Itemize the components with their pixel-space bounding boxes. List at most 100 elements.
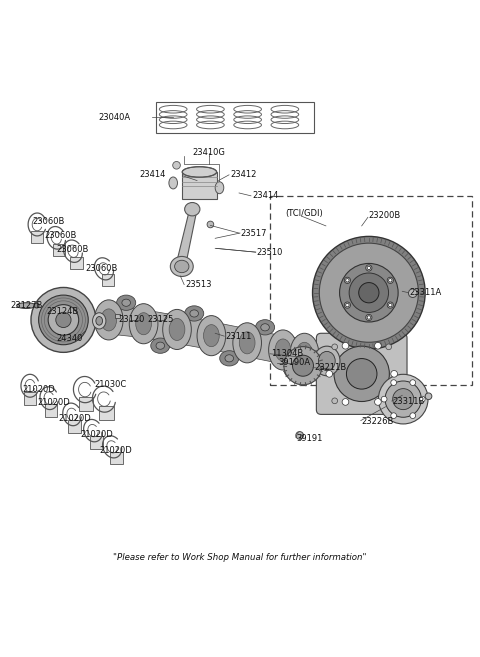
Circle shape [296,432,303,440]
Ellipse shape [175,260,189,273]
FancyBboxPatch shape [110,452,122,464]
Text: 23040A: 23040A [98,112,130,122]
Circle shape [292,355,313,376]
Text: 23513: 23513 [185,280,212,289]
Ellipse shape [233,323,262,363]
Ellipse shape [269,330,297,370]
Ellipse shape [169,319,185,340]
Polygon shape [177,315,211,350]
Circle shape [425,393,432,399]
Circle shape [366,315,372,321]
Ellipse shape [297,342,312,365]
Circle shape [391,413,396,419]
Circle shape [389,304,392,307]
Ellipse shape [34,304,39,308]
Circle shape [393,389,414,409]
Polygon shape [109,306,144,338]
Text: 23060B: 23060B [85,264,117,273]
Polygon shape [283,336,304,367]
Circle shape [366,265,372,271]
Bar [115,314,120,318]
Circle shape [344,302,350,308]
Text: 23200B: 23200B [369,212,401,220]
Circle shape [374,342,381,349]
Circle shape [367,316,371,319]
Ellipse shape [255,320,275,335]
Text: (TCI/GDI): (TCI/GDI) [285,210,323,219]
Ellipse shape [185,306,204,321]
Text: 23510: 23510 [257,248,283,257]
Ellipse shape [17,303,36,308]
Circle shape [374,399,381,405]
Text: 23127B: 23127B [10,301,42,310]
Circle shape [332,398,337,403]
FancyBboxPatch shape [79,397,93,411]
Ellipse shape [225,355,234,362]
Ellipse shape [215,182,224,194]
Text: 21020D: 21020D [23,385,56,394]
Circle shape [326,371,333,377]
Text: 23311A: 23311A [409,288,442,297]
Ellipse shape [122,299,131,306]
Text: 23410G: 23410G [192,148,226,158]
Ellipse shape [96,317,103,325]
Circle shape [378,374,428,424]
FancyBboxPatch shape [70,257,83,269]
Text: 23517: 23517 [240,229,266,238]
Ellipse shape [163,309,192,350]
FancyBboxPatch shape [99,406,114,420]
FancyBboxPatch shape [90,436,103,449]
Circle shape [410,413,416,419]
Circle shape [31,288,96,352]
Text: 23060B: 23060B [56,245,89,254]
Text: 23412: 23412 [230,170,257,179]
Circle shape [391,380,396,386]
Text: "Please refer to Work Shop Manual for further information": "Please refer to Work Shop Manual for fu… [113,553,367,562]
Polygon shape [247,328,283,364]
Ellipse shape [314,346,340,376]
Circle shape [389,279,392,282]
Ellipse shape [93,313,106,329]
Polygon shape [144,309,177,344]
Circle shape [48,305,79,335]
Ellipse shape [190,310,199,317]
Text: 23414: 23414 [252,191,278,200]
Text: 23226B: 23226B [362,417,394,426]
Ellipse shape [117,295,136,310]
Text: 23120: 23120 [118,315,144,325]
Bar [270,196,472,385]
Polygon shape [177,214,196,261]
Text: 21030C: 21030C [95,380,127,390]
Text: 23060B: 23060B [44,231,77,240]
Circle shape [410,380,416,386]
Ellipse shape [95,300,123,340]
Polygon shape [211,322,247,357]
Circle shape [346,279,349,282]
Text: 21020D: 21020D [37,398,70,407]
Text: 23211B: 23211B [314,363,346,372]
FancyBboxPatch shape [102,274,114,286]
Circle shape [319,243,419,342]
Text: 23311B: 23311B [393,397,425,405]
FancyBboxPatch shape [31,231,43,243]
FancyBboxPatch shape [182,172,216,198]
Ellipse shape [204,325,219,347]
Circle shape [387,302,394,308]
Text: 23111: 23111 [226,332,252,340]
Text: 21020D: 21020D [99,446,132,455]
Ellipse shape [170,256,193,277]
Ellipse shape [289,367,298,374]
Circle shape [344,277,350,283]
Text: 11304B: 11304B [271,350,303,358]
Circle shape [38,295,88,345]
Circle shape [349,273,388,313]
Circle shape [420,396,425,402]
Text: 23414: 23414 [140,170,166,179]
Text: 39191: 39191 [296,434,322,443]
FancyBboxPatch shape [53,244,65,256]
Bar [156,102,314,133]
Ellipse shape [261,324,269,331]
FancyBboxPatch shape [24,392,36,405]
Text: 23125: 23125 [147,315,173,325]
Circle shape [385,381,421,417]
